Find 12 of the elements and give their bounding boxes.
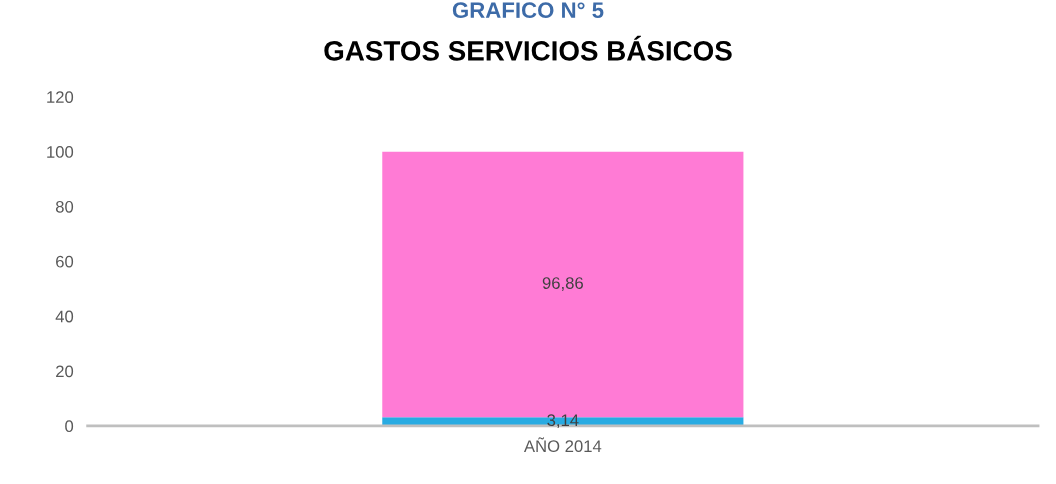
x-tick-label: AÑO 2014 — [523, 437, 602, 453]
y-tick-label: 100 — [47, 146, 74, 158]
y-tick-label: 120 — [47, 91, 74, 103]
y-tick-label: 20 — [56, 365, 74, 378]
data-label: 3,14 — [547, 414, 579, 429]
text: GRAFICO N° 5 — [452, 2, 604, 19]
y-tick-label: 40 — [55, 310, 74, 323]
y-tick-label: 60 — [56, 255, 74, 268]
y-tick-label: 80 — [55, 200, 74, 213]
y-tick-label: 0 — [65, 420, 74, 433]
data-label: 96,86 — [542, 277, 583, 291]
chart-title: GASTOS SERVICIOS BÁSICOS — [324, 35, 732, 61]
